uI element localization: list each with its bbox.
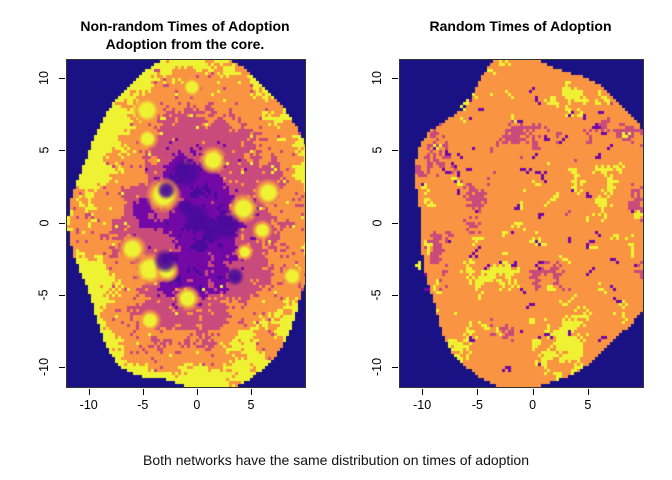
y-axis-tick	[59, 150, 65, 152]
y-tick-label-text: 5	[369, 146, 384, 154]
y-tick-label: 0	[367, 213, 387, 233]
panel-nonrandom: Non-random Times of Adoption Adoption fr…	[37, 18, 306, 412]
panel-title-nonrandom: Non-random Times of Adoption Adoption fr…	[25, 17, 345, 53]
y-tick-label: 10	[34, 68, 54, 88]
y-tick-label-text: 10	[370, 70, 384, 85]
y-tick-label-text: 5	[36, 146, 51, 154]
y-tick-label: 0	[34, 213, 54, 233]
y-tick-label: -5	[367, 285, 387, 305]
y-tick-label: 10	[367, 68, 387, 88]
x-axis-tick	[142, 389, 144, 395]
x-axis-tick	[88, 389, 90, 395]
figure-caption: Both networks have the same distribution…	[143, 452, 529, 468]
y-axis-tick	[392, 150, 398, 152]
y-tick-label: 5	[367, 140, 387, 160]
x-axis-tick	[587, 389, 589, 395]
y-tick-label: -10	[34, 357, 54, 377]
y-tick-label-text: -10	[36, 358, 51, 377]
x-axis-tick	[250, 389, 252, 395]
x-tick-label: -5	[471, 398, 483, 412]
x-axis-tick	[196, 389, 198, 395]
x-tick-label: 0	[529, 398, 537, 412]
heatmap-canvas-nonrandom	[66, 59, 306, 388]
y-axis-tick	[59, 222, 65, 224]
y-axis-tick	[392, 367, 398, 369]
y-axis-tick	[392, 77, 398, 79]
x-tick-label: -5	[137, 398, 149, 412]
title-line-1: Random Times of Adoption	[429, 18, 612, 34]
y-tick-label-text: -5	[370, 289, 384, 301]
panel-title-random: Random Times of Adoption	[361, 17, 672, 35]
y-axis-tick	[59, 77, 65, 79]
x-tick-label: -10	[413, 398, 432, 412]
x-tick-label: -10	[79, 398, 98, 412]
y-tick-label: -10	[367, 357, 387, 377]
y-tick-label-text: -5	[37, 289, 51, 301]
x-axis-tick	[477, 389, 479, 395]
y-tick-label-text: 10	[37, 70, 51, 85]
y-axis-tick	[59, 367, 65, 369]
y-tick-label-text: 0	[36, 219, 51, 226]
x-axis-tick	[532, 389, 534, 395]
y-axis-tick	[59, 294, 65, 296]
heatmap-canvas-random	[399, 59, 644, 388]
panel-random: Random Times of Adoption -10 -5 0 5 10 5 0 -5 -1…	[370, 18, 644, 412]
x-tick-label: 5	[247, 398, 255, 412]
y-axis-tick	[392, 294, 398, 296]
y-tick-label-text: 0	[369, 219, 384, 226]
x-axis-tick	[422, 389, 424, 395]
y-axis-tick	[392, 222, 398, 224]
title-line-1: Non-random Times of Adoption	[80, 18, 290, 34]
title-line-2: Adoption from the core.	[105, 36, 265, 52]
y-tick-label: -5	[34, 285, 54, 305]
x-tick-label: 5	[584, 398, 592, 412]
y-tick-label-text: -10	[369, 358, 384, 377]
x-tick-label: 0	[193, 398, 201, 412]
y-tick-label: 5	[34, 140, 54, 160]
